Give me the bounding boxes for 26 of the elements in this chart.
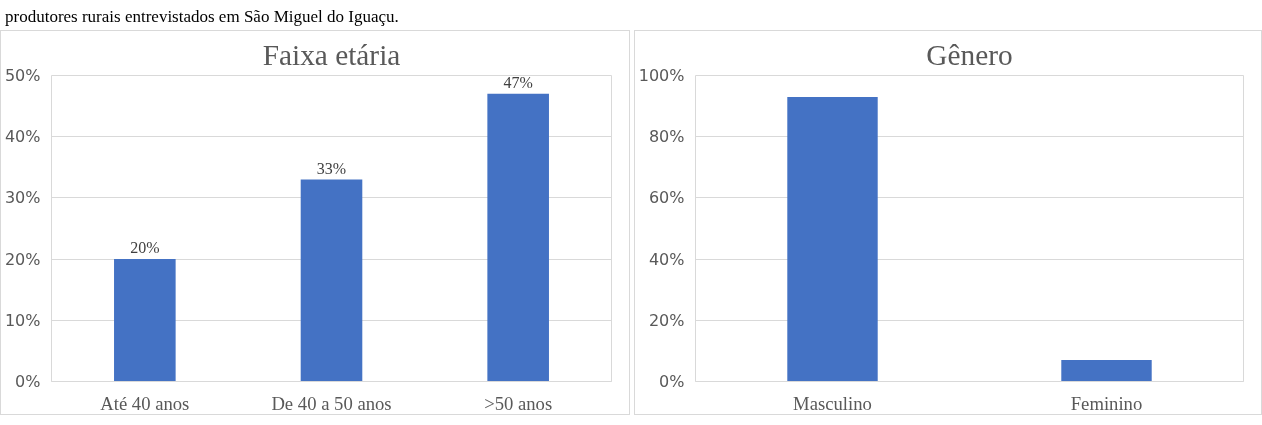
- bar: [300, 179, 363, 382]
- y-tick-label: 50%: [4, 66, 41, 85]
- bar: [487, 93, 549, 382]
- x-tick-label: De 40 a 50 anos: [271, 392, 392, 414]
- data-label: 33%: [316, 159, 347, 177]
- chart-title: Faixa etária: [262, 38, 401, 71]
- y-tick-label: 20%: [648, 310, 685, 330]
- bar: [114, 259, 176, 382]
- x-tick-label: >50 anos: [484, 392, 553, 414]
- y-tick-label: 30%: [4, 188, 41, 208]
- x-tick-label: Feminino: [1070, 392, 1143, 414]
- y-tick-label: 10%: [4, 310, 41, 330]
- x-tick-label: Até 40 anos: [100, 392, 190, 414]
- y-tick-label: 0%: [15, 372, 41, 391]
- x-tick-label: Masculino: [793, 392, 872, 414]
- y-tick-label: 40%: [4, 127, 41, 147]
- chart-title: Gênero: [926, 38, 1013, 71]
- y-tick-label: 20%: [4, 249, 41, 269]
- y-tick-label: 40%: [648, 249, 685, 269]
- y-tick-label: 80%: [648, 127, 685, 147]
- y-tick-label: 60%: [648, 188, 685, 208]
- text: produtores rurais entrevistados em São Miguel do Iguaçu.: [5, 6, 399, 28]
- y-tick-label: 100%: [638, 66, 685, 85]
- y-tick-label: 0%: [659, 372, 685, 391]
- data-label: 47%: [503, 73, 533, 91]
- data-label: 20%: [130, 239, 160, 257]
